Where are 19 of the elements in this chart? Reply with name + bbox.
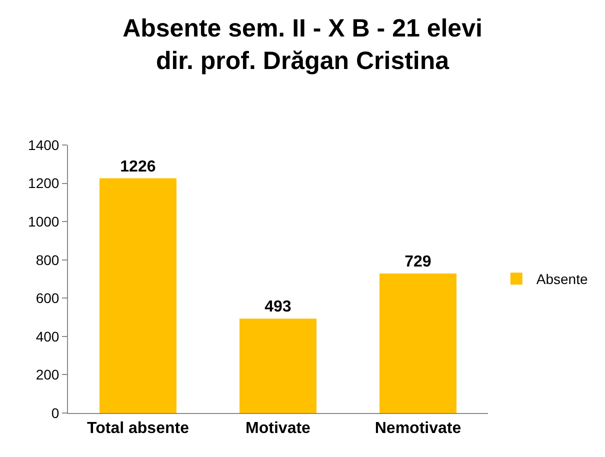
- data-label: 729: [404, 253, 432, 270]
- y-tick-label: 1000: [28, 213, 60, 230]
- y-tick-label: 600: [36, 290, 60, 306]
- y-tick-label: 1200: [28, 175, 60, 192]
- x-tick-label: Nemotivate: [374, 420, 462, 438]
- legend-label: Absente: [536, 271, 588, 288]
- y-tick-label: 0: [51, 404, 60, 421]
- data-label: 1226: [120, 158, 156, 176]
- x-tick-label: Total absente: [87, 420, 190, 438]
- y-tick-label: 200: [36, 366, 60, 383]
- y-tick-label: 800: [36, 252, 60, 268]
- y-tick-label: 1400: [28, 136, 60, 153]
- bar: [380, 273, 456, 413]
- chart-title: Absente sem. II - X B - 21 elevi dir. prof. Drăgan Cristina: [122, 14, 482, 76]
- bar: [100, 178, 176, 413]
- y-tick-label: 400: [36, 328, 60, 344]
- x-tick-label: Motivate: [246, 420, 311, 438]
- data-label: 493: [264, 298, 292, 316]
- bar: [240, 318, 316, 413]
